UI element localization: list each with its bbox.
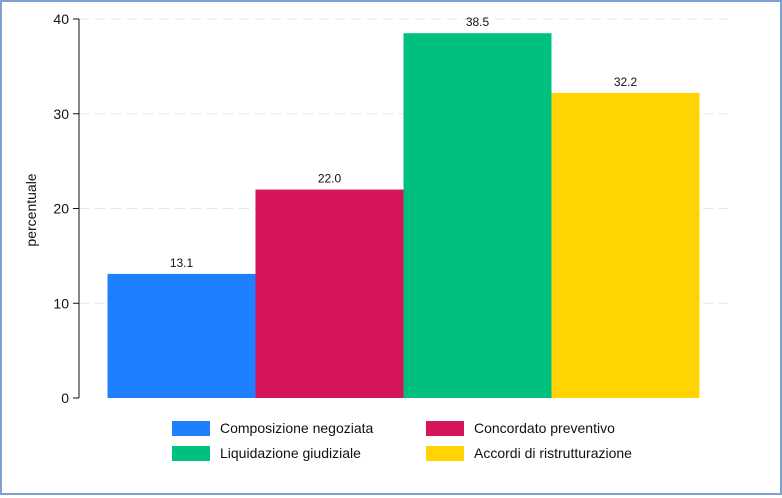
bar-2 [255,189,404,398]
y-tick-label-3: 30 [53,106,69,122]
y-axis-title: percentuale [23,173,39,246]
y-tick-label-2: 20 [53,201,69,217]
legend-label-3: Liquidazione giudiziale [220,445,361,461]
value-label-1: 13.1 [170,256,194,270]
legend-swatch-1 [172,421,210,436]
legend-swatch-2 [426,421,464,436]
legend-swatch-3 [172,446,210,461]
value-label-4: 32.2 [614,75,638,89]
y-axis: 0 10 20 30 40 [53,11,80,406]
y-tick-label-0: 0 [61,390,69,406]
bar-3 [403,33,552,399]
bars [107,33,700,399]
legend-swatch-4 [426,446,464,461]
bar-4 [551,92,700,398]
legend-label-1: Composizione negoziata [220,420,374,436]
value-label-3: 38.5 [466,15,490,29]
value-labels: 13.1 22.0 38.5 32.2 [170,15,638,270]
value-label-2: 22.0 [318,172,342,186]
legend-label-2: Concordato preventivo [474,420,615,436]
bar-1 [107,273,256,398]
legend-label-4: Accordi di ristrutturazione [474,445,632,461]
y-tick-label-1: 10 [53,295,69,311]
y-tick-label-4: 40 [53,11,69,27]
legend: Composizione negoziata Concordato prevent… [172,420,632,461]
